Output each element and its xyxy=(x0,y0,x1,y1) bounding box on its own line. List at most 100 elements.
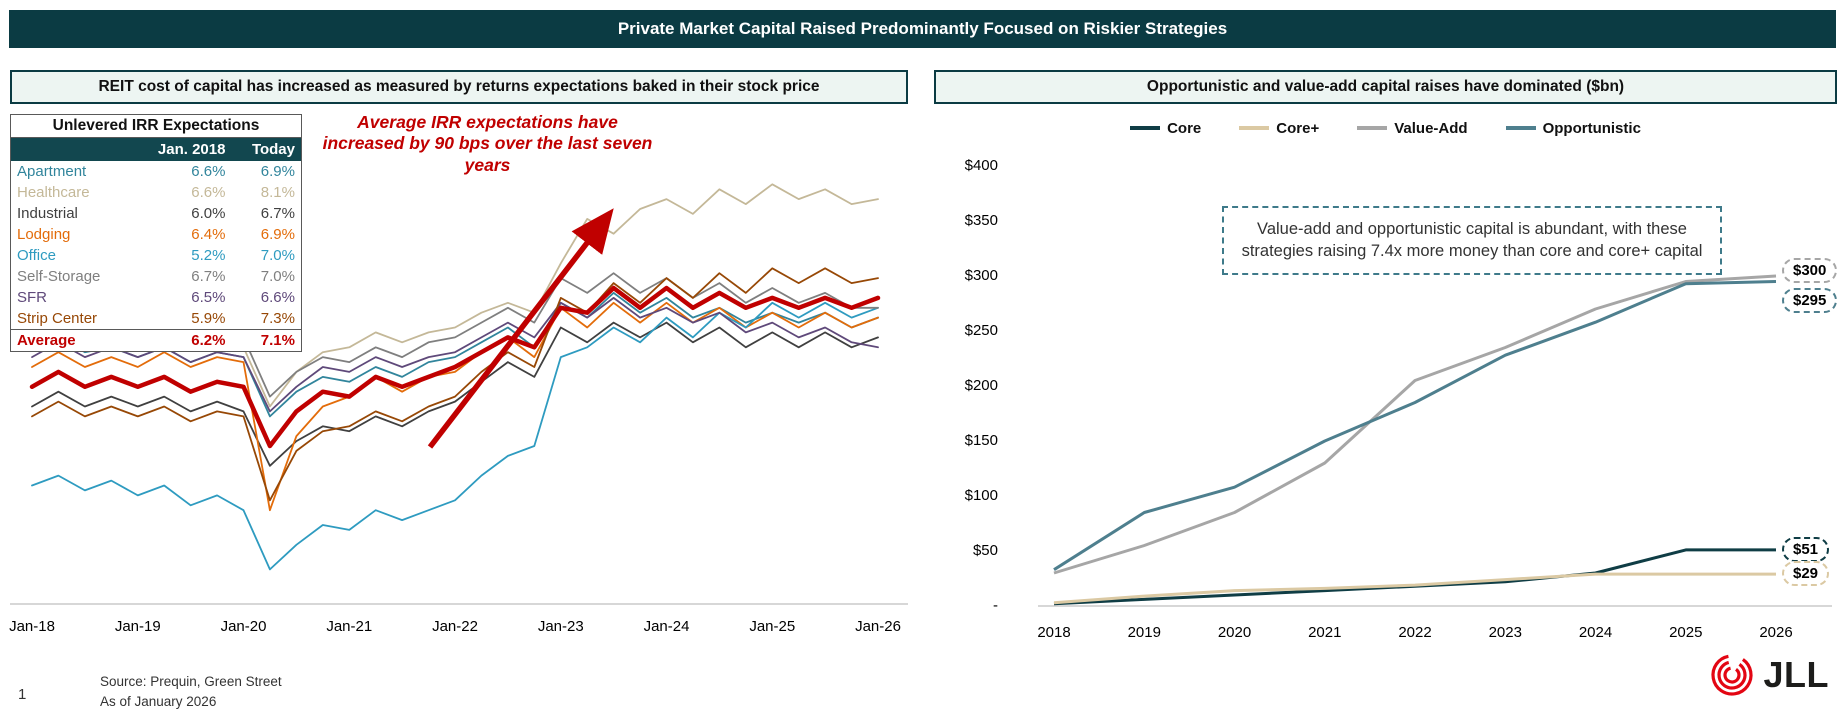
legend-item-opportunistic: Opportunistic xyxy=(1505,119,1641,137)
right-y-tick: $150 xyxy=(964,432,998,449)
right-panel-header: Opportunistic and value-add capital rais… xyxy=(934,70,1837,104)
jll-logo-text: JLL xyxy=(1763,654,1829,695)
legend-swatch xyxy=(1130,126,1161,130)
irr-table-cell: 6.9% xyxy=(260,163,295,180)
end-label-opportunistic: $295 xyxy=(1782,288,1838,313)
left-x-tick: Jan-19 xyxy=(114,618,161,635)
irr-table-row: Lodging 6.4% 6.9% xyxy=(11,224,302,245)
right-chart-area: Value-add and opportunistic capital is a… xyxy=(934,146,1838,656)
source-note: Source: Prequin, Green Street As of Janu… xyxy=(100,672,282,711)
right-x-tick: 2019 xyxy=(1127,624,1161,641)
irr-table-cell: 5.9% xyxy=(191,310,226,327)
irr-table-row: SFR 6.5% 6.6% xyxy=(11,287,302,308)
jll-logo-mark-icon xyxy=(1711,654,1754,696)
right-x-tick: 2023 xyxy=(1488,624,1522,641)
irr-table-cell: 6.4% xyxy=(191,226,226,243)
irr-table-row: Self-Storage 6.7% 7.0% xyxy=(11,266,302,287)
legend-item-value-add: Value-Add xyxy=(1357,119,1468,137)
irr-table-row: Average 6.2% 7.1% xyxy=(10,329,302,352)
callout-box: Value-add and opportunistic capital is a… xyxy=(1222,206,1722,275)
irr-table-cell: 8.1% xyxy=(260,184,295,201)
right-y-tick: $250 xyxy=(964,322,998,339)
irr-col-jan2018: Jan. 2018 xyxy=(131,137,232,161)
left-x-tick: Jan-20 xyxy=(220,618,267,635)
legend-swatch xyxy=(1357,126,1388,130)
irr-table-cell: 7.1% xyxy=(231,329,302,352)
left-x-tick: Jan-24 xyxy=(643,618,690,635)
left-x-tick: Jan-25 xyxy=(749,618,796,635)
irr-table-cell: Strip Center xyxy=(17,310,98,327)
irr-table-cell: Apartment xyxy=(17,163,87,180)
irr-table-cell: 6.2% xyxy=(131,329,232,352)
left-panel-header: REIT cost of capital has increased as me… xyxy=(10,70,908,104)
irr-table-cell: 6.6% xyxy=(260,289,295,306)
right-y-tick: $350 xyxy=(964,212,998,229)
irr-table-cell: Industrial xyxy=(17,205,78,222)
legend-swatch xyxy=(1505,126,1536,130)
right-x-tick: 2018 xyxy=(1037,624,1071,641)
irr-table-cell: Lodging xyxy=(17,226,71,243)
irr-col-blank xyxy=(10,137,132,161)
legend-item-core: Core xyxy=(1130,120,1201,137)
right-x-tick: 2025 xyxy=(1669,624,1703,641)
right-y-tick: $50 xyxy=(972,542,998,559)
irr-table-cell: Office xyxy=(17,247,56,264)
legend-swatch xyxy=(1239,126,1270,130)
end-label-core: $51 xyxy=(1782,537,1830,562)
right-x-tick: 2026 xyxy=(1759,624,1793,641)
irr-table-cell: 7.3% xyxy=(260,310,295,327)
left-panel: REIT cost of capital has increased as me… xyxy=(9,70,908,657)
irr-table-cell: 6.0% xyxy=(191,205,226,222)
irr-col-today: Today xyxy=(231,137,302,161)
irr-table-cell: Self-Storage xyxy=(17,268,101,285)
left-x-tick: Jan-18 xyxy=(9,618,55,635)
right-y-tick: $400 xyxy=(964,157,998,174)
right-panel: Opportunistic and value-add capital rais… xyxy=(934,70,1838,656)
legend-label: Opportunistic xyxy=(1542,119,1641,137)
irr-table-cell: 7.0% xyxy=(260,268,295,285)
irr-table-cell: 6.5% xyxy=(191,289,226,306)
irr-table-cell: 6.9% xyxy=(260,226,295,243)
source-line-2: As of January 2026 xyxy=(100,693,217,709)
left-chart-area: Unlevered IRR Expectations Jan. 2018 Tod… xyxy=(9,112,908,657)
irr-table-row: Healthcare 6.6% 8.1% xyxy=(11,182,302,203)
legend-label: Value-Add xyxy=(1394,119,1468,137)
irr-table-row: Office 5.2% 7.0% xyxy=(11,245,302,266)
page-number: 1 xyxy=(18,686,27,703)
irr-table-column-header: Jan. 2018 Today xyxy=(10,137,302,161)
right-x-tick: 2021 xyxy=(1308,624,1342,641)
left-x-tick: Jan-23 xyxy=(537,618,584,635)
irr-table-cell: 6.7% xyxy=(191,268,226,285)
end-label-core-: $29 xyxy=(1782,561,1830,586)
right-x-tick: 2022 xyxy=(1398,624,1432,641)
irr-table-cell: SFR xyxy=(17,289,47,306)
irr-table-cell: 5.2% xyxy=(191,247,226,264)
right-y-tick: $100 xyxy=(964,487,998,504)
irr-table-row: Industrial 6.0% 6.7% xyxy=(11,203,302,224)
right-x-tick: 2024 xyxy=(1578,624,1613,641)
irr-table-row: Strip Center 5.9% 7.3% xyxy=(11,308,302,330)
legend-label: Core+ xyxy=(1276,119,1320,137)
right-y-tick: - xyxy=(993,597,998,614)
right-chart xyxy=(1038,274,1832,607)
left-x-tick: Jan-26 xyxy=(855,618,901,635)
irr-table-cell: Healthcare xyxy=(17,184,90,201)
annotation-text: Average IRR expectations have increased … xyxy=(322,112,653,175)
legend-label: Core xyxy=(1167,119,1202,137)
right-chart-legend: Core Core+ Value-Add Opportunistic xyxy=(934,116,1837,140)
right-y-tick: $200 xyxy=(964,377,998,394)
left-x-tick: Jan-21 xyxy=(326,618,373,635)
irr-table: Unlevered IRR Expectations Jan. 2018 Tod… xyxy=(10,114,302,352)
right-y-tick: $300 xyxy=(964,267,998,284)
left-x-tick: Jan-22 xyxy=(432,618,478,635)
irr-table-cell: 6.7% xyxy=(260,205,295,222)
right-x-tick: 2020 xyxy=(1217,624,1252,641)
slide-title: Private Market Capital Raised Predominan… xyxy=(9,10,1836,48)
irr-table-cell: 6.6% xyxy=(191,163,226,180)
jll-logo: JLL xyxy=(1709,652,1829,698)
irr-table-title: Unlevered IRR Expectations xyxy=(10,114,302,138)
source-line-1: Source: Prequin, Green Street xyxy=(100,674,282,689)
irr-table-cell: Average xyxy=(10,329,132,352)
irr-table-cell: 7.0% xyxy=(260,247,295,264)
